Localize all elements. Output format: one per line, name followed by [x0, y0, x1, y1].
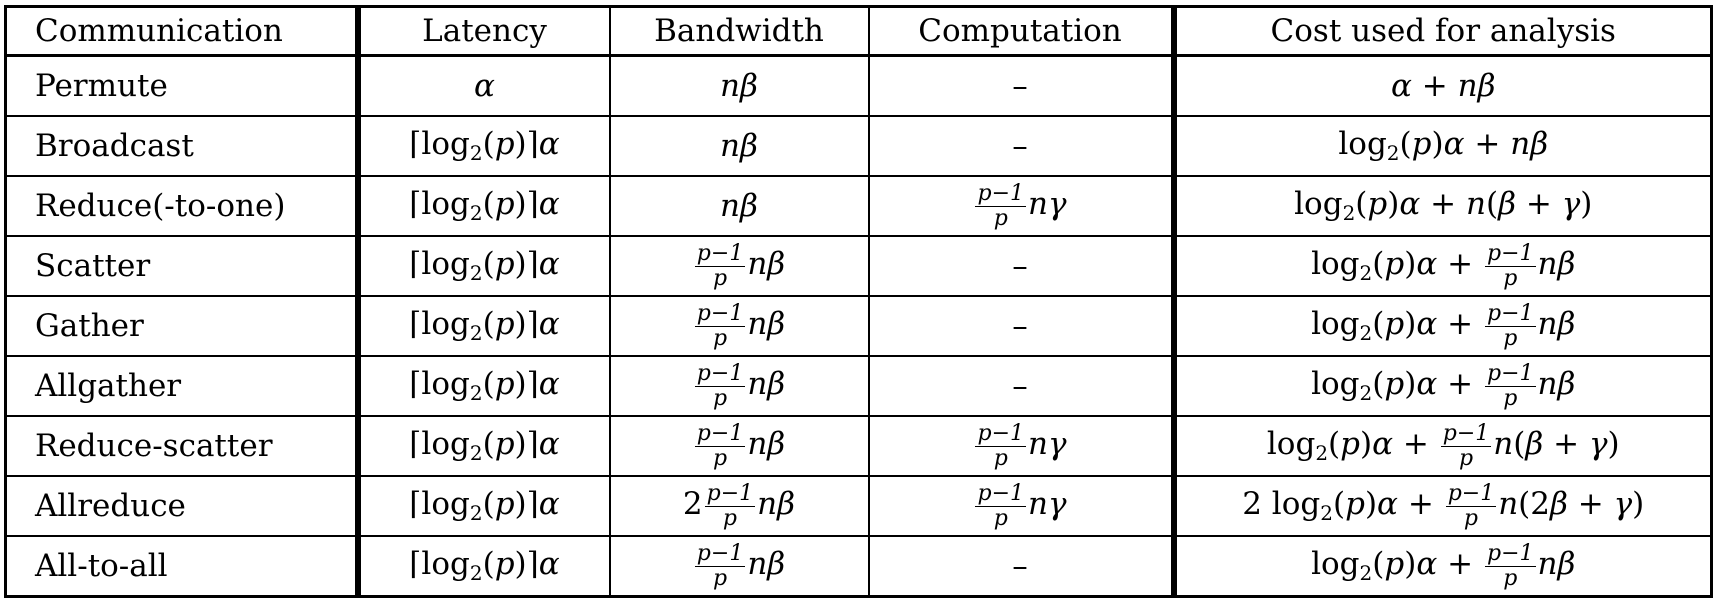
cell-bandwidth: nβ — [608, 54, 870, 117]
fraction-p-minus-1-over-p: p−1 p — [1484, 301, 1536, 351]
fraction-p-minus-1-over-p: p−1 p — [694, 301, 746, 351]
fraction-p-minus-1-over-p: p−1 p — [975, 181, 1026, 231]
cell-communication: Reduce(-to-one) — [4, 175, 359, 237]
table-row: Scatter ⌈log2(p)⌉α p−1 p nβ – log2(p)α + p−1 p n… — [4, 235, 1713, 297]
cell-computation: p−1 p nγ — [867, 475, 1175, 537]
cell-computation: p−1 p nγ — [867, 175, 1175, 237]
fraction-p-minus-1-over-p: p−1 p — [975, 421, 1026, 471]
table-row: Reduce(-to-one) ⌈log2(p)⌉α nβ p−1 p nγ log2(p)… — [4, 175, 1713, 237]
cell-latency: α — [354, 54, 611, 117]
table-row: Allgather ⌈log2(p)⌉α p−1 p nβ – log2(p)α + p−1… — [4, 355, 1713, 417]
cell-cost: log2(p)α + p−1 p n(β + γ) — [1170, 415, 1713, 477]
header-row: Communication Latency Bandwidth Computat… — [4, 5, 1713, 57]
cell-communication: Allreduce — [4, 475, 359, 537]
cell-communication: Gather — [4, 295, 359, 357]
cell-cost: log2(p)α + n(β + γ) — [1170, 175, 1713, 237]
fraction-p-minus-1-over-p: p−1 p — [694, 541, 746, 591]
cell-communication: All-to-all — [4, 535, 359, 598]
cell-computation: – — [867, 535, 1175, 598]
cell-latency: ⌈log2(p)⌉α — [354, 115, 611, 177]
cell-communication: Permute — [4, 54, 359, 117]
cell-communication: Reduce-scatter — [4, 415, 359, 477]
fraction-p-minus-1-over-p: p−1 p — [1445, 481, 1497, 531]
fraction-p-minus-1-over-p: p−1 p — [1484, 241, 1536, 291]
cell-communication: Scatter — [4, 235, 359, 297]
table-row: Allreduce ⌈log2(p)⌉α 2 p−1 p nβ p−1 p nγ 2 log2(p… — [4, 475, 1713, 537]
cell-cost: α + nβ — [1170, 54, 1713, 117]
cell-cost: log2(p)α + nβ — [1170, 115, 1713, 177]
fraction-p-minus-1-over-p: p−1 p — [975, 481, 1026, 531]
cell-cost: log2(p)α + p−1 p nβ — [1170, 535, 1713, 598]
table-row: Permute α nβ – α + nβ — [4, 54, 1713, 117]
cell-bandwidth: p−1 p nβ — [608, 295, 870, 357]
cell-computation: – — [867, 355, 1175, 417]
fraction-p-minus-1-over-p: p−1 p — [1484, 361, 1536, 411]
cell-bandwidth: nβ — [608, 175, 870, 237]
fraction-p-minus-1-over-p: p−1 p — [704, 481, 756, 531]
fraction-p-minus-1-over-p: p−1 p — [694, 241, 746, 291]
cell-cost: log2(p)α + p−1 p nβ — [1170, 295, 1713, 357]
cell-computation: – — [867, 295, 1175, 357]
cost-table: Communication Latency Bandwidth Computat… — [4, 5, 1713, 598]
cell-latency: ⌈log2(p)⌉α — [354, 295, 611, 357]
cell-communication: Allgather — [4, 355, 359, 417]
header-bandwidth: Bandwidth — [608, 5, 870, 57]
fraction-p-minus-1-over-p: p−1 p — [694, 421, 746, 471]
header-communication: Communication — [4, 5, 359, 57]
cell-computation: – — [867, 235, 1175, 297]
cell-latency: ⌈log2(p)⌉α — [354, 535, 611, 598]
table-row: Reduce-scatter ⌈log2(p)⌉α p−1 p nβ p−1 p nγ log2… — [4, 415, 1713, 477]
table-row: Broadcast ⌈log2(p)⌉α nβ – log2(p)α + nβ — [4, 115, 1713, 177]
table-body: Permute α nβ – α + nβ Broadcast ⌈log2(p)⌉α nβ – l… — [4, 54, 1713, 598]
cell-latency: ⌈log2(p)⌉α — [354, 175, 611, 237]
cell-latency: ⌈log2(p)⌉α — [354, 355, 611, 417]
cell-cost: log2(p)α + p−1 p nβ — [1170, 355, 1713, 417]
cell-computation: – — [867, 115, 1175, 177]
cell-bandwidth: p−1 p nβ — [608, 535, 870, 598]
cell-latency: ⌈log2(p)⌉α — [354, 475, 611, 537]
cell-bandwidth: p−1 p nβ — [608, 355, 870, 417]
cell-cost: log2(p)α + p−1 p nβ — [1170, 235, 1713, 297]
cell-communication: Broadcast — [4, 115, 359, 177]
fraction-p-minus-1-over-p: p−1 p — [1484, 541, 1536, 591]
table-row: All-to-all ⌈log2(p)⌉α p−1 p nβ – log2(p)α + p−… — [4, 535, 1713, 598]
cell-bandwidth: p−1 p nβ — [608, 415, 870, 477]
cell-bandwidth: 2 p−1 p nβ — [608, 475, 870, 537]
cell-cost: 2 log2(p)α + p−1 p n(2β + γ) — [1170, 475, 1713, 537]
cell-bandwidth: p−1 p nβ — [608, 235, 870, 297]
cell-bandwidth: nβ — [608, 115, 870, 177]
cell-computation: p−1 p nγ — [867, 415, 1175, 477]
cell-latency: ⌈log2(p)⌉α — [354, 415, 611, 477]
fraction-p-minus-1-over-p: p−1 p — [694, 361, 746, 411]
header-latency: Latency — [354, 5, 611, 57]
cell-latency: ⌈log2(p)⌉α — [354, 235, 611, 297]
header-computation: Computation — [867, 5, 1175, 57]
cell-computation: – — [867, 54, 1175, 117]
table-row: Gather ⌈log2(p)⌉α p−1 p nβ – log2(p)α + p−1 p nβ — [4, 295, 1713, 357]
fraction-p-minus-1-over-p: p−1 p — [1440, 421, 1492, 471]
header-cost: Cost used for analysis — [1170, 5, 1713, 57]
